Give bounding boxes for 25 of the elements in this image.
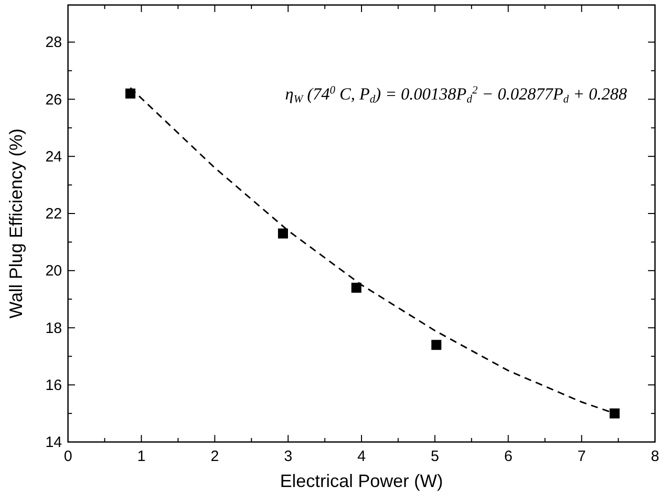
point — [125, 88, 136, 99]
y-tick-label: 26 — [45, 91, 62, 108]
y-tick-label: 18 — [45, 320, 62, 337]
point — [431, 340, 442, 350]
y-tick-label: 14 — [45, 434, 62, 451]
x-tick-label: 4 — [357, 448, 366, 465]
text: η$_{W}$ (74$^{0}$ C, P$_{d}$) = 0.00138P$_{d}$$^{2}$ − 0.02877P$_{d}$ + 0.288 — [285, 84, 627, 106]
x-tick-label: 2 — [210, 448, 219, 465]
x-tick-label: 8 — [650, 448, 660, 465]
point — [278, 228, 288, 238]
x-axis-title: Electrical Power (W) — [280, 471, 444, 491]
x-tick-label: 1 — [137, 448, 146, 465]
x-tick-label: 6 — [504, 448, 512, 465]
point — [610, 408, 620, 418]
y-tick-label: 28 — [45, 34, 62, 52]
y-tick-label: 24 — [45, 148, 62, 166]
point — [351, 282, 362, 293]
y-axis-title: Wall Plug Efficiency (%) — [6, 128, 26, 319]
x-tick-label: 7 — [577, 448, 586, 465]
x-tick-label: 3 — [284, 448, 292, 465]
y-tick-label: 16 — [45, 376, 62, 394]
y-tick-label: 20 — [45, 262, 62, 280]
x-tick-label: 0 — [64, 448, 72, 465]
x-tick-label: 5 — [430, 448, 440, 465]
y-tick-label: 22 — [45, 206, 62, 223]
